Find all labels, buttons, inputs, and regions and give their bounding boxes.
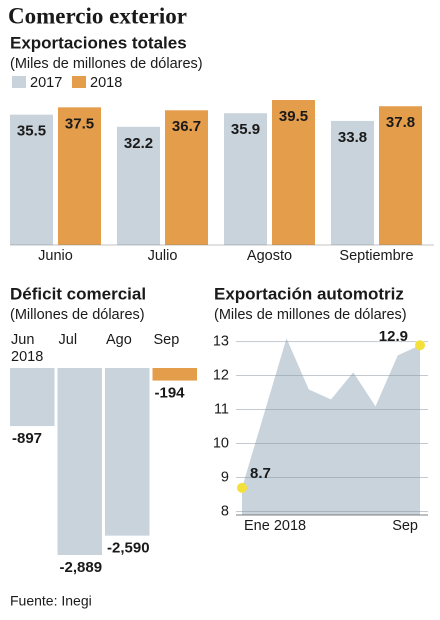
value-label: 35.9 [231,121,260,138]
chart-subtitle: (Miles de millones de dólares) [10,56,203,72]
x-tick-label: Jun 2018 [11,332,43,365]
bar [224,113,267,246]
value-label: 8.7 [250,465,271,482]
chart-title: Déficit comercial [10,284,146,303]
value-label: -194 [155,385,186,402]
bar [105,368,150,536]
value-label: -2,889 [60,559,103,576]
value-label: 37.5 [65,115,94,132]
y-tick-label: 12 [213,368,229,384]
bar [165,110,208,246]
y-tick-label: 11 [214,402,229,418]
bar [379,106,422,245]
x-tick-label: Agosto [247,248,292,264]
x-tick-label: Ene 2018 [244,518,306,534]
value-label: -897 [12,430,42,447]
legend-label: 2017 [30,75,62,91]
area [242,338,420,515]
value-label: 39.5 [279,108,308,125]
bar [152,368,197,381]
value-label: 36.7 [172,118,201,135]
main-title: Comercio exterior [8,3,187,28]
y-tick-label: 8 [221,503,229,519]
chart-subtitle: (Millones de dólares) [10,307,145,323]
x-tick-label: Junio [38,248,73,264]
bar [331,120,374,245]
x-tick-label: Julio [148,248,178,264]
legend-swatch [72,76,86,88]
y-tick-label: 13 [213,334,229,350]
legend-label: 2018 [90,75,122,91]
bar [272,100,315,245]
chart-subtitle: (Miles de millones de dólares) [214,307,407,323]
source: Fuente: Inegi [10,593,92,609]
value-label: 33.8 [338,129,367,146]
x-tick-label: Sep [154,332,180,348]
bar [117,126,160,245]
value-label: 12.9 [379,328,408,345]
chart-title: Exportación automotriz [214,284,404,303]
x-tick-label: Sep [392,518,418,534]
marker [237,482,247,493]
x-tick-label: Ago [106,332,132,348]
value-label: 32.2 [124,135,153,152]
x-tick-label: Jul [59,332,78,348]
chart-title: Exportaciones totales [10,33,187,52]
value-label: 35.5 [17,123,46,140]
bar [10,368,55,427]
value-label: 37.8 [386,114,415,131]
value-label: -2,590 [107,540,150,557]
y-tick-label: 10 [213,436,229,452]
bar [10,114,53,245]
y-tick-label: 9 [221,469,229,485]
bar [58,107,101,246]
marker [415,340,425,351]
x-tick-label: Septiembre [339,248,413,264]
legend-swatch [12,76,26,88]
bar [57,368,102,555]
